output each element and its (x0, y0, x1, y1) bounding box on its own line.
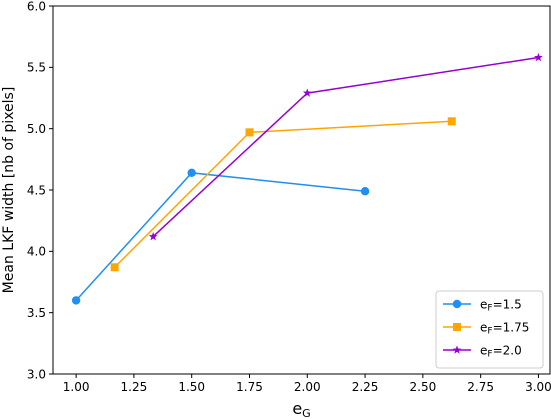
y-tick-label-4: 5.0 (27, 122, 46, 136)
y-tick-label-5: 5.5 (27, 61, 46, 75)
legend: eF=1.5 eF=1.75 eF=2.0 (435, 290, 544, 369)
data-point-0-2 (360, 187, 370, 196)
y-tick-label-6: 6.0 (27, 0, 46, 13)
y-tick-label-2: 4.0 (27, 245, 46, 259)
plot-area (71, 52, 543, 305)
legend-marker-1 (453, 323, 461, 331)
data-point-2-0 (148, 232, 158, 241)
x-tick-label-2: 1.50 (178, 380, 205, 394)
data-point-0-1 (187, 168, 196, 178)
legend-marker-0 (452, 299, 462, 309)
y-tick-label-1: 3.5 (27, 306, 46, 320)
x-tick-label-7: 2.75 (467, 380, 494, 394)
data-point-1-1 (245, 128, 254, 137)
series-line-0 (75, 172, 366, 301)
legend-label-1: eF=1.75 (480, 321, 529, 337)
legend-box (435, 290, 544, 369)
data-point-1-0 (110, 263, 119, 272)
y-axis-label: Mean LKF width [nb of pixels] (1, 87, 17, 294)
legend-marker-2 (452, 345, 462, 354)
legend-label-2: eF=2.0 (480, 344, 522, 360)
data-point-2-2 (534, 52, 543, 62)
x-tick-label-1: 1.25 (121, 380, 148, 394)
x-tick-label-6: 2.50 (410, 380, 437, 394)
x-tick-label-5: 2.25 (352, 380, 379, 394)
x-tick-label-3: 1.75 (236, 380, 263, 394)
series-line-2 (152, 56, 539, 238)
x-tick-label-0: 1.00 (63, 380, 90, 394)
x-axis-label: eG (292, 399, 310, 419)
data-point-0-0 (71, 296, 81, 305)
y-tick-label-3: 4.5 (27, 183, 46, 197)
x-tick-label-8: 3.00 (525, 380, 551, 394)
legend-label-0: eF=1.5 (480, 298, 522, 314)
data-point-2-1 (302, 88, 312, 97)
y-tick-label-0: 3.0 (27, 367, 46, 381)
series-line-1 (114, 120, 452, 268)
x-tick-label-4: 2.00 (294, 380, 321, 394)
data-point-1-2 (447, 117, 456, 126)
